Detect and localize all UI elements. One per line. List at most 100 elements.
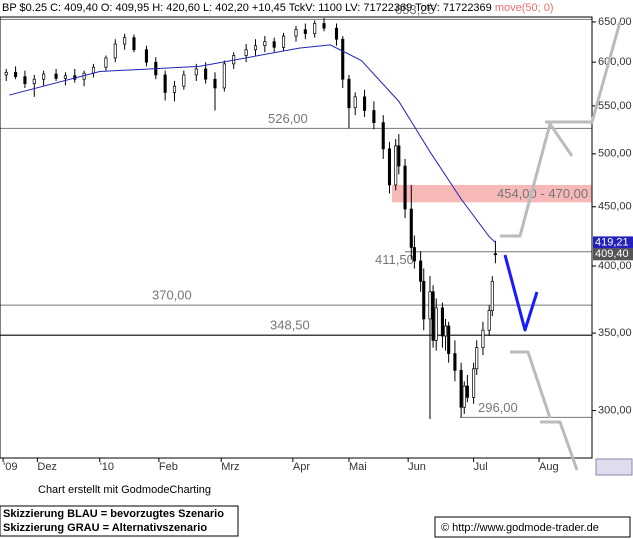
candle-body [213, 78, 217, 89]
candle-body [113, 43, 117, 59]
level-label: 411,50 [375, 252, 414, 267]
candle-body [462, 385, 466, 408]
candle-body [313, 23, 317, 35]
x-tick-label: '09 [3, 461, 17, 473]
candle-body [434, 307, 438, 341]
candle-body [132, 37, 136, 51]
y-tick-label: 550,00 [598, 100, 632, 112]
candle-body [42, 73, 46, 80]
source: © http://www.godmode-trader.de [441, 522, 599, 534]
plot: 300,00 350,00 400,00 450,00 500,00 550,00 600,… [0, 2, 633, 473]
y-tick-label: 400,00 [598, 260, 632, 272]
blue-scenario [503, 254, 539, 332]
note: Skizzierung BLAU = bevorzugtes Szenario [3, 508, 224, 520]
candle-body [4, 71, 8, 76]
candle-body [465, 385, 469, 398]
price-tag-label: 419,21 [595, 236, 629, 248]
candle-body [347, 78, 351, 109]
candle-body [204, 68, 208, 80]
candle-body [54, 73, 58, 79]
gray-scenario [510, 350, 552, 419]
candle-body [493, 253, 497, 255]
candle-body [397, 145, 401, 167]
candle-body [403, 165, 407, 210]
x-tick-label: Aug [539, 461, 559, 473]
level-label: 526,00 [268, 111, 308, 126]
candle-body [253, 45, 258, 51]
gray-scenario [540, 420, 579, 471]
candle-body [422, 280, 426, 320]
price-tag [593, 248, 633, 261]
notes-box [0, 505, 239, 537]
candle-body [472, 368, 476, 398]
candle-body [372, 110, 376, 123]
target-zone [392, 184, 592, 203]
x-tick-label: Dez [37, 461, 57, 473]
candle-body [281, 35, 286, 48]
source-box [434, 516, 631, 538]
y-tick-label: 350,00 [598, 327, 632, 339]
candle-body [440, 307, 444, 337]
y-tick-label: 450,00 [598, 201, 632, 213]
candle-body [447, 325, 451, 354]
candle-body [409, 208, 413, 248]
candle-body [163, 74, 167, 93]
note: Skizzierung GRAU = Alternativszenario [3, 522, 207, 534]
y-tick-label: 650,00 [598, 16, 632, 28]
moving-average [9, 44, 496, 243]
gray-scenario [500, 122, 574, 238]
candle-body [303, 29, 307, 35]
y-tick-label: 300,00 [598, 404, 632, 416]
candle-body [490, 280, 494, 311]
candle-body [475, 347, 479, 370]
candle-body [334, 27, 339, 40]
candle-body [362, 96, 367, 111]
candle-body [104, 57, 108, 68]
price-tag [593, 236, 633, 249]
candle-body [63, 75, 67, 79]
level-label: 296,00 [478, 400, 518, 415]
x-tick-label: Apr [293, 461, 310, 473]
y-tick-label: 600,00 [598, 56, 632, 68]
header: BP $0.25 C: 409,40 O: 409,95 H: 420,60 L… [2, 2, 554, 14]
candle-body [244, 49, 248, 56]
scenario-sketch [500, 21, 622, 471]
x-tick-label: Jun [408, 461, 426, 473]
x-tick-label: '10 [100, 461, 114, 473]
candle-body [91, 66, 96, 74]
candle-body [412, 247, 416, 262]
candle-body [353, 96, 357, 109]
candle-body [14, 71, 18, 77]
scroll-icon [595, 458, 633, 476]
level-label: 370,00 [152, 288, 192, 303]
y-tick-label: 500,00 [598, 148, 632, 160]
candle-body [32, 78, 36, 84]
candle-body [444, 325, 448, 337]
price-tag-label: 409,40 [595, 248, 629, 260]
candle-body [23, 76, 27, 84]
candle-body [222, 63, 226, 89]
candle-body [428, 291, 432, 320]
candle-body [123, 37, 127, 45]
ma-legend: move(50; 0) [495, 2, 554, 14]
candle-body [431, 291, 435, 341]
header-text: BP $0.25 C: 409,40 O: 409,95 H: 420,60 L… [2, 2, 492, 14]
candle-body [194, 68, 198, 76]
credit: Chart erstellt mit GodmodeCharting [38, 484, 211, 496]
level-label: 348,50 [270, 318, 310, 333]
candle-body [322, 23, 326, 29]
x-tick-label: Mai [349, 461, 367, 473]
candle-body [419, 260, 423, 282]
candle-body [387, 148, 392, 186]
x-tick-label: Jul [474, 461, 488, 473]
candle-body [263, 41, 267, 47]
candle-body [341, 38, 345, 80]
candle-body [487, 310, 491, 331]
candle-body [172, 85, 177, 93]
zone-label: 454,00 - 470,00 [497, 186, 588, 201]
candle-body [481, 329, 485, 349]
x-tick-label: Mrz [221, 461, 239, 473]
candle-body [394, 145, 398, 186]
